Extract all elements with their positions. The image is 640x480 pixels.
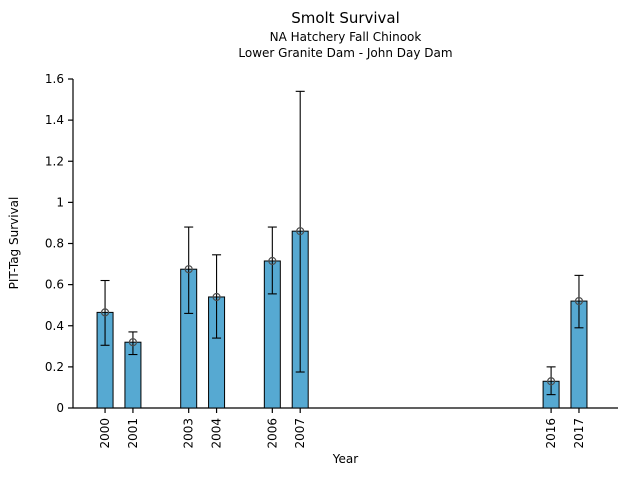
y-tick-label: 1.2 — [45, 154, 64, 168]
y-tick-label: 1.4 — [45, 113, 64, 127]
x-tick-label: 2006 — [265, 418, 279, 449]
chart-title: Smolt Survival — [291, 9, 400, 27]
point-marker — [128, 338, 138, 347]
point-marker — [100, 308, 110, 317]
x-tick-label: 2007 — [293, 418, 307, 449]
x-tick-label: 2016 — [544, 418, 558, 449]
y-tick-label: 1 — [56, 195, 64, 209]
y-axis-label: PIT-Tag Survival — [7, 196, 21, 290]
y-tick-label: 0 — [56, 401, 64, 415]
y-tick-label: 0.6 — [45, 278, 64, 292]
x-tick-label: 2004 — [210, 418, 224, 449]
x-tick-label: 2001 — [126, 418, 140, 449]
x-tick-label: 2017 — [572, 418, 586, 449]
y-tick-label: 0.4 — [45, 319, 64, 333]
y-tick-label: 0.2 — [45, 360, 64, 374]
point-marker — [296, 227, 305, 236]
point-marker — [574, 296, 584, 306]
x-tick-label: 2003 — [182, 418, 196, 449]
x-axis-label: Year — [332, 452, 359, 466]
point-marker — [546, 377, 556, 386]
x-tick-label: 2000 — [98, 418, 112, 449]
y-tick-label: 1.6 — [45, 72, 64, 86]
point-marker — [184, 265, 193, 274]
point-marker — [212, 292, 221, 302]
point-marker — [268, 256, 277, 266]
chart-subtitle-line2: Lower Granite Dam - John Day Dam — [238, 46, 453, 60]
chart-subtitle-line1: NA Hatchery Fall Chinook — [269, 30, 422, 44]
y-tick-label: 0.8 — [45, 237, 64, 251]
